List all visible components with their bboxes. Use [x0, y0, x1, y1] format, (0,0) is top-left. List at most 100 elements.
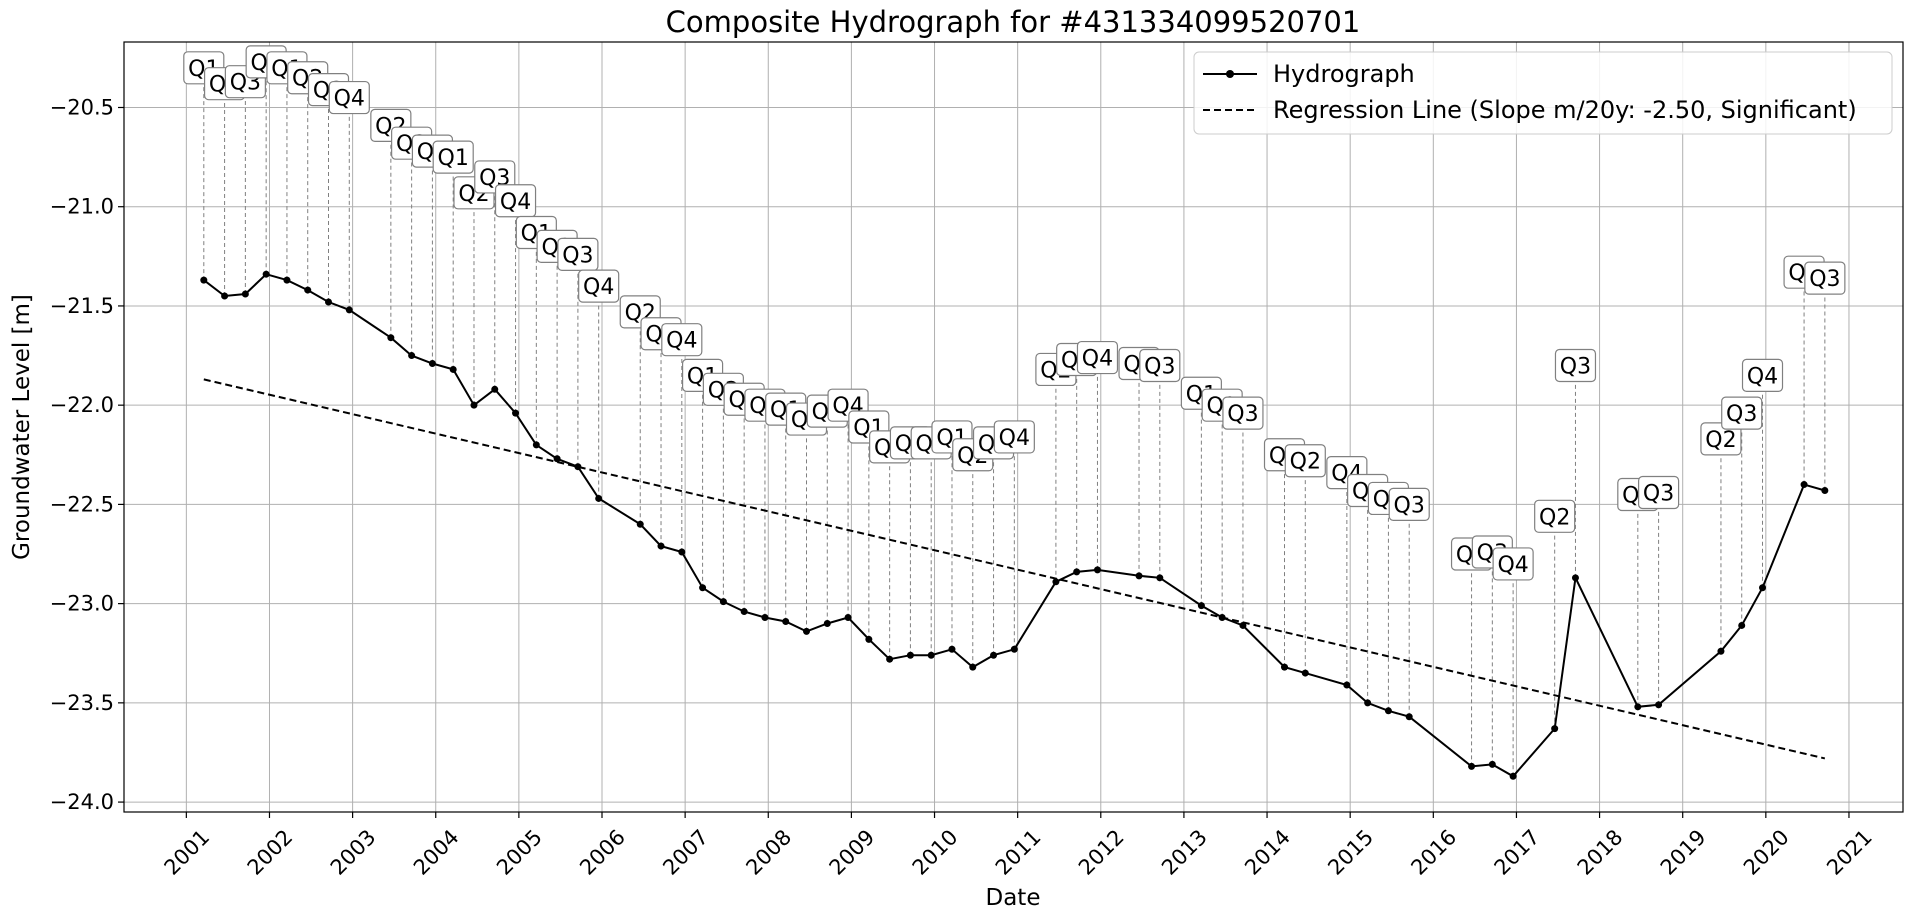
quarter-label: Q4 — [1497, 553, 1528, 578]
hydrograph-point — [699, 584, 707, 592]
hydrograph-point — [823, 619, 831, 627]
quarter-label-box — [1139, 348, 1181, 383]
quarter-label: Q1 — [438, 146, 469, 171]
hydrograph-point — [345, 306, 353, 314]
x-tick-label: 2015 — [1323, 825, 1378, 880]
hydrograph-point — [1301, 669, 1309, 677]
quarter-label-box — [1554, 348, 1597, 383]
chart-title: Composite Hydrograph for #43133409952070… — [666, 5, 1361, 39]
hydrograph-point — [1384, 707, 1392, 715]
hydrograph-point — [200, 276, 208, 284]
quarter-label: Q4 — [500, 190, 531, 215]
hydrograph-point — [1717, 647, 1725, 655]
x-tick-label: 2021 — [1822, 825, 1877, 880]
hydrograph-point — [262, 270, 270, 278]
hydrograph-point — [1010, 645, 1018, 653]
hydrograph-point — [782, 617, 790, 625]
hydrograph-point — [283, 276, 291, 284]
hydrograph-point — [1759, 584, 1767, 592]
legend-regression-label: Regression Line (Slope m/20y: -2.50, Sig… — [1273, 96, 1857, 124]
hydrograph-point — [1800, 481, 1808, 489]
quarter-label-box — [993, 420, 1035, 454]
hydrograph-point — [491, 385, 499, 393]
legend-hydrograph-label: Hydrograph — [1273, 60, 1415, 88]
hydrograph-point — [1509, 772, 1517, 780]
quarter-label: Q4 — [1747, 364, 1778, 389]
y-tick-label: −22.0 — [50, 393, 114, 417]
quarter-label-box — [1492, 547, 1534, 581]
hydrograph-point — [761, 614, 769, 622]
hydrograph-point — [241, 290, 249, 298]
quarter-label: Q4 — [334, 87, 365, 112]
y-tick-label: −20.5 — [50, 95, 114, 119]
quarter-label-box — [328, 80, 370, 115]
hydrograph-point — [449, 365, 457, 373]
hydrograph-point — [865, 635, 873, 643]
y-axis-label: Groundwater Level [m] — [9, 294, 35, 560]
hydrograph-point — [1821, 487, 1829, 495]
regression-line-group — [203, 378, 1826, 760]
hydrograph-point — [325, 298, 333, 306]
hydrograph-point — [906, 651, 914, 659]
y-tick-label: −21.5 — [50, 294, 114, 318]
hydrograph-point — [553, 455, 561, 463]
legend-box — [1193, 51, 1893, 135]
x-tick-label: 2002 — [243, 825, 298, 880]
x-tick-label: 2012 — [1074, 825, 1129, 880]
quarter-label-box — [1076, 340, 1119, 375]
quarter-label: Q3 — [1227, 402, 1258, 427]
x-tick-label: 2019 — [1656, 825, 1711, 880]
quarter-label-box — [1741, 358, 1784, 393]
hydrograph-point — [1364, 699, 1372, 707]
quarter-label-box — [1534, 499, 1576, 533]
hydrograph-point — [512, 409, 520, 417]
hydrograph-point — [1052, 578, 1060, 586]
hydrograph-point — [1239, 621, 1247, 629]
hydrograph-line-group — [200, 270, 1829, 780]
quarter-label-box — [578, 269, 620, 303]
hydrograph-point — [1571, 574, 1579, 582]
hydrograph-point — [428, 359, 436, 367]
hydrograph-point — [1405, 713, 1413, 721]
hydrograph-point — [948, 645, 956, 653]
quarter-label-box — [1804, 261, 1846, 295]
hydrograph-point — [1488, 760, 1496, 768]
quarter-label-box — [1388, 487, 1430, 521]
y-axis-ticks: −24.0 −23.5 −23.0 −22.5 −22.0 −21.5 −21.0 −20.5 — [50, 95, 124, 814]
y-tick-label: −21.0 — [50, 195, 114, 219]
quarter-label-box — [1637, 475, 1680, 510]
hydrograph-point — [1073, 568, 1081, 576]
x-tick-label: 2010 — [908, 825, 963, 880]
quarter-label-box — [557, 237, 599, 271]
quarter-label: Q2 — [1290, 450, 1321, 475]
x-tick-label: 2014 — [1240, 825, 1295, 880]
quarter-label: Q3 — [1726, 402, 1757, 427]
quarter-label: Q2 — [1539, 505, 1570, 530]
hydrograph-point — [1738, 621, 1746, 629]
quarter-label: Q4 — [1082, 347, 1113, 372]
hydrograph-point — [532, 441, 540, 449]
quarter-label-box — [432, 140, 474, 174]
x-tick-label: 2001 — [160, 825, 215, 880]
quarter-label: Q3 — [562, 243, 593, 268]
hydrograph-point — [408, 352, 416, 360]
quarter-label: Q4 — [666, 329, 697, 354]
legend-hydrograph-marker — [1226, 70, 1234, 78]
quarter-label-box — [1700, 422, 1742, 456]
quarter-label: Q3 — [1394, 493, 1425, 518]
hydrograph-point — [221, 292, 229, 300]
hydrograph-point — [387, 334, 395, 342]
hydrograph-point — [803, 627, 811, 635]
hydrograph-point — [636, 520, 644, 528]
hydrograph-line — [203, 273, 1826, 778]
quarter-labels: Q1Q2Q3Q4Q1Q2Q3Q4Q2Q3Q4Q1Q2Q3Q4Q1Q2Q3Q4Q2… — [183, 45, 1846, 581]
y-tick-label: −23.0 — [50, 592, 114, 616]
quarter-label-box — [1284, 444, 1326, 478]
quarter-label: Q4 — [999, 426, 1030, 451]
x-tick-label: 2007 — [658, 825, 713, 880]
x-tick-label: 2004 — [409, 825, 464, 880]
hydrograph-point — [1197, 602, 1205, 610]
quarter-label: Q4 — [583, 275, 614, 300]
x-axis-label: Date — [986, 885, 1041, 911]
hydrograph-point — [1135, 572, 1143, 580]
